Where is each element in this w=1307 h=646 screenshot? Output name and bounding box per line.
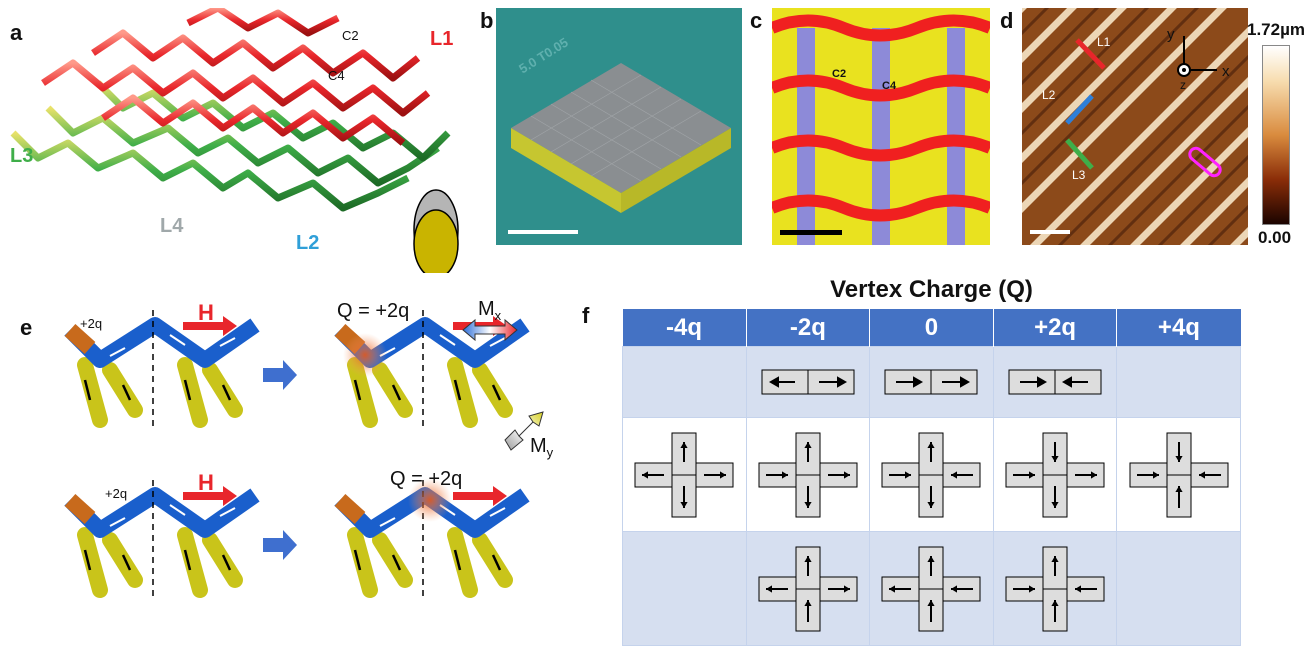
vertex-charge-1: Q = +2q	[337, 300, 410, 322]
cell	[1116, 531, 1241, 646]
panel-letter-e: e	[20, 315, 33, 340]
wire-cross-section	[413, 189, 459, 273]
vertex-4leg-b-0	[869, 531, 994, 646]
charge-label-2: +2q	[105, 486, 128, 501]
panel-letter-c: c	[750, 8, 763, 33]
colorbar-max: 1.72µm	[1247, 20, 1305, 39]
false-color-sem: C2 C4	[772, 8, 990, 245]
cell	[622, 346, 747, 418]
axis-x: x	[1222, 63, 1230, 80]
vertex-2leg-0	[869, 346, 994, 418]
structure-top-left	[64, 310, 260, 430]
my-label: My	[530, 435, 554, 460]
col-header-neg2q: -2q	[746, 309, 871, 347]
vertex-charge-2: Q = +2q	[390, 468, 463, 490]
arrow-l2	[1065, 94, 1094, 125]
vertex-4leg-pos4q	[1116, 417, 1241, 532]
table-title: Vertex Charge (Q)	[830, 276, 1033, 303]
field-label-1: H	[198, 300, 214, 325]
vertex-4leg-b-neg2q	[745, 531, 871, 646]
col-header-0: 0	[869, 309, 994, 347]
vertex-charge-table: -4q -2q 0 +2q +4q	[622, 309, 1241, 646]
panel-letter-a: a	[10, 20, 23, 45]
vertex-2leg-pos2q	[992, 346, 1118, 418]
arrow-l3	[1065, 138, 1094, 170]
afm-image: L1 L2 L3 y x z	[1022, 8, 1248, 245]
step-arrow-2	[263, 530, 297, 560]
charge-glow-1	[343, 333, 387, 377]
afm-label-l1: L1	[1097, 35, 1111, 49]
scale-bar	[508, 230, 578, 234]
charge-glow-2	[408, 478, 452, 522]
afm-colorbar	[1262, 45, 1290, 225]
afm-label-l3: L3	[1072, 168, 1086, 182]
arrow-l1	[1075, 38, 1106, 70]
scale-bar	[1030, 230, 1070, 234]
cell	[1116, 346, 1241, 418]
vertex-4leg-pos2q	[992, 417, 1118, 532]
panel-letter-f: f	[582, 303, 590, 328]
highlight-wire	[1188, 146, 1222, 178]
label-l3: L3	[10, 145, 34, 167]
col-header-neg4q: -4q	[622, 309, 747, 347]
afm-label-l2: L2	[1042, 88, 1056, 102]
sem-image: 5.0 T0.05	[496, 8, 742, 245]
label-l4: L4	[160, 215, 184, 237]
my-arrow	[504, 411, 544, 451]
label-l1: L1	[430, 28, 454, 50]
axis-z: z	[1180, 78, 1186, 92]
mx-arrow	[462, 318, 518, 342]
label-l2: L2	[296, 232, 320, 254]
field-label-2: H	[198, 470, 214, 495]
label-c2-sem: C2	[832, 68, 847, 80]
label-c2: C2	[342, 28, 359, 43]
l1-layer	[41, 8, 431, 146]
label-c4: C4	[328, 68, 345, 83]
axis-y: y	[1167, 26, 1175, 43]
vertex-2leg-neg2q	[745, 346, 871, 418]
label-c4-sem: C4	[882, 80, 897, 92]
domain-wall-diagram	[45, 290, 544, 615]
panel-letter-b: b	[480, 8, 494, 33]
vertex-4leg-0	[869, 417, 994, 532]
l3-layer	[10, 80, 451, 212]
vertex-4leg-neg4q	[622, 417, 747, 532]
vertex-4leg-b-pos2q	[992, 531, 1118, 646]
cell	[622, 531, 747, 646]
panel-letter-d: d	[1000, 8, 1014, 33]
vertex-4leg-neg2q	[745, 417, 871, 532]
charge-label-1: +2q	[80, 316, 103, 331]
mx-label: Mx	[478, 298, 502, 323]
colorbar-min: 0.00	[1258, 228, 1292, 247]
col-header-pos4q: +4q	[1116, 309, 1241, 347]
lattice-3d-diagram	[10, 8, 459, 273]
step-arrow-1	[263, 360, 297, 390]
scale-bar	[780, 230, 842, 235]
col-header-pos2q: +2q	[993, 309, 1118, 347]
